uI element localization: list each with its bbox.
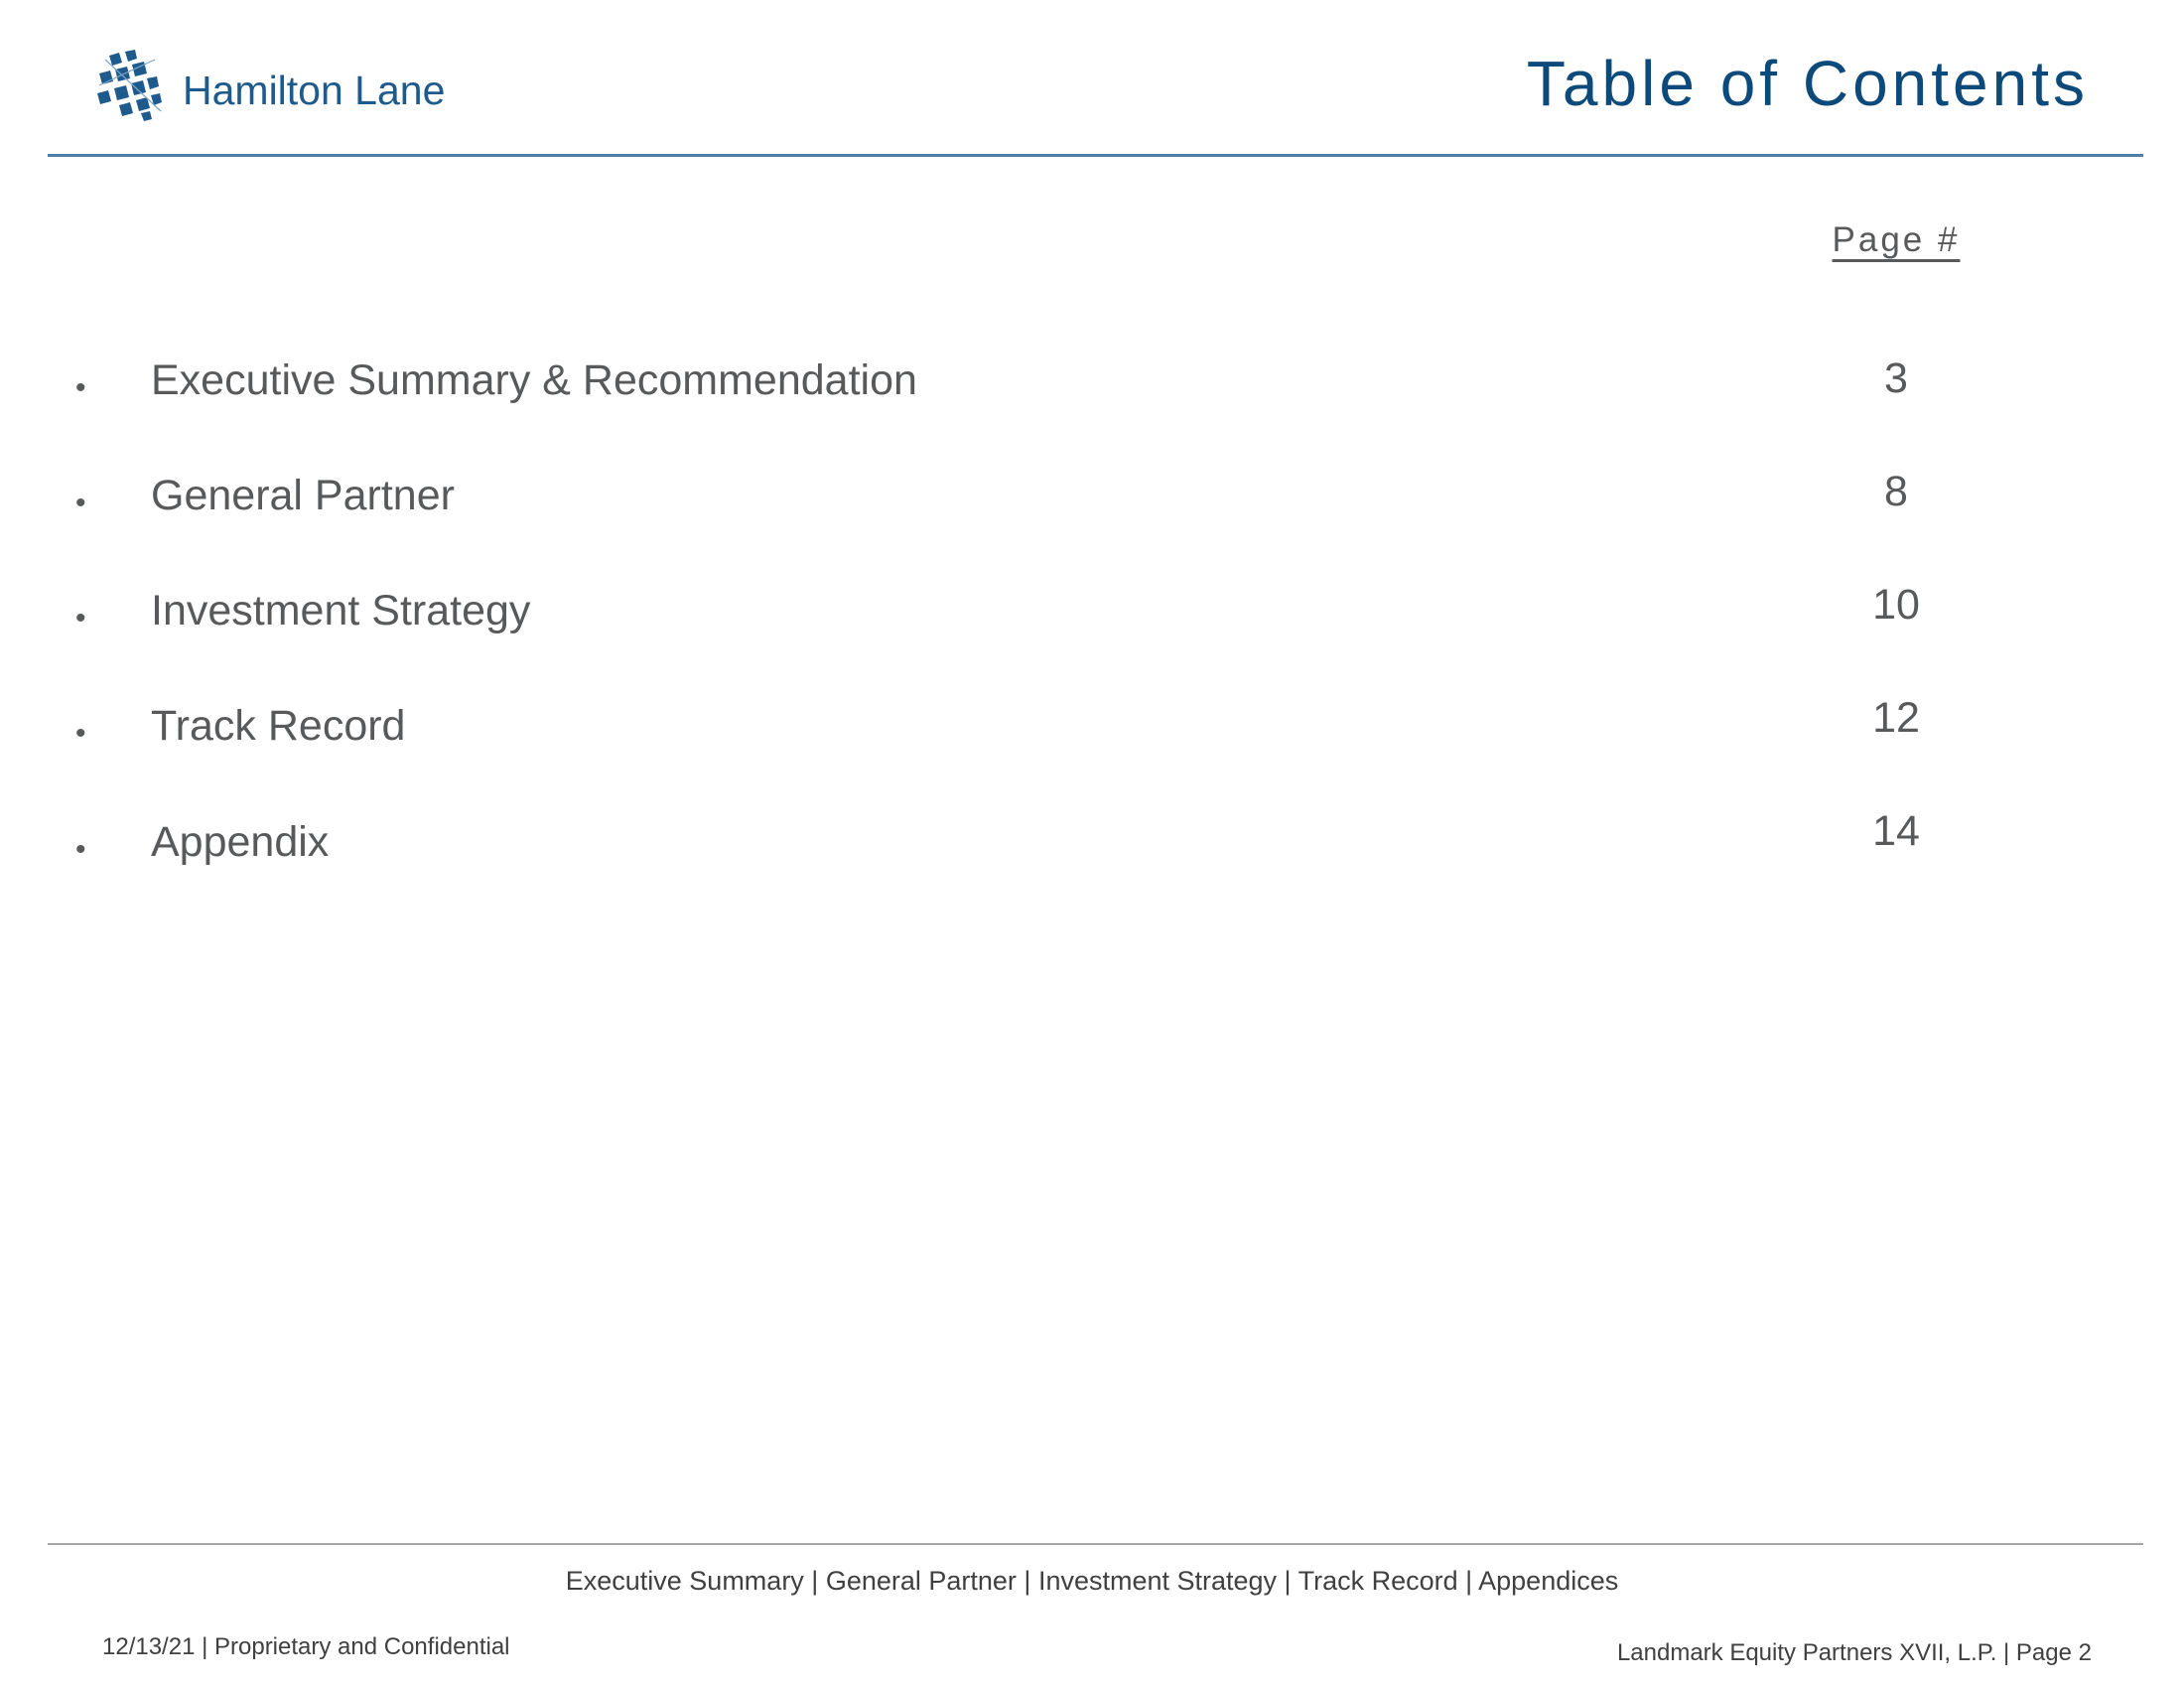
toc-item-label: Executive Summary & Recommendation — [151, 356, 917, 404]
footer-section-nav: Executive Summary | General Partner | In… — [565, 1566, 1619, 1596]
toc-item-investment-strategy[interactable]: • Investment Strategy 10 — [0, 581, 2184, 665]
toc-item-appendix[interactable]: • Appendix 14 — [0, 807, 2184, 897]
toc-item-label: Appendix — [151, 818, 330, 866]
bullet: • — [75, 487, 86, 519]
bullet: • — [75, 602, 86, 634]
page-number-column-header: Page # — [1832, 220, 1961, 259]
toc-item-page-number: 10 — [1872, 581, 1920, 629]
toc-item-page-number: 8 — [1884, 468, 1908, 515]
bullet: • — [75, 833, 86, 866]
toc-item-executive-summary[interactable]: • Executive Summary & Recommendation 3 — [0, 354, 2184, 435]
footer-date-confidential: 12/13/21 | Proprietary and Confidential — [102, 1633, 510, 1660]
toc-item-label: Investment Strategy — [151, 587, 531, 634]
toc-item-general-partner[interactable]: • General Partner 8 — [0, 468, 2184, 550]
header-divider — [48, 154, 2143, 157]
toc-item-page-number: 14 — [1872, 807, 1920, 855]
toc-item-track-record[interactable]: • Track Record 12 — [0, 694, 2184, 780]
logo-wordmark: Hamilton Lane — [183, 67, 446, 113]
bullet: • — [75, 717, 86, 750]
toc-item-label: General Partner — [151, 472, 455, 519]
toc-item-label: Track Record — [151, 702, 406, 750]
page-title: Table of Contents — [1526, 48, 2089, 119]
hamilton-lane-logo-icon — [97, 50, 162, 121]
company-logo: Hamilton Lane — [95, 48, 445, 127]
toc-item-page-number: 12 — [1872, 694, 1920, 742]
bullet: • — [75, 371, 86, 404]
toc-item-page-number: 3 — [1884, 354, 1908, 402]
footer-divider — [48, 1543, 2143, 1545]
footer-fund-page-number: Landmark Equity Partners XVII, L.P. | Pa… — [1616, 1639, 2092, 1666]
